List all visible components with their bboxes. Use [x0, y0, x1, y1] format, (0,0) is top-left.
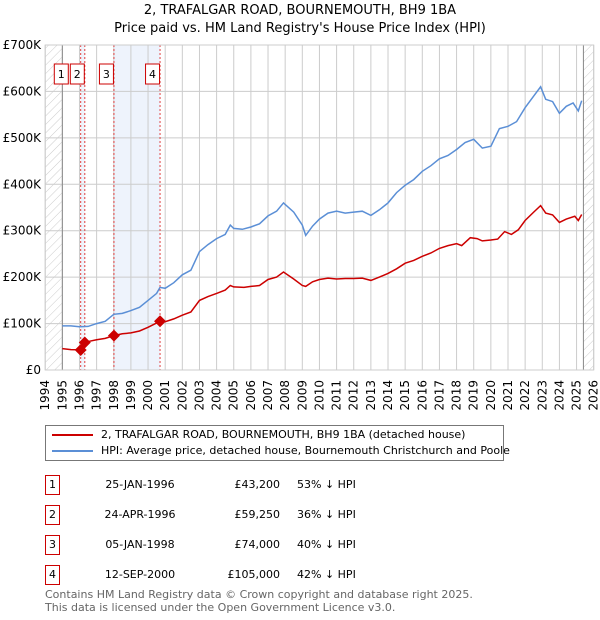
x-tick-label: 2026 — [587, 380, 600, 411]
x-tick-label: 2014 — [381, 380, 395, 411]
x-tick-label: 1995 — [55, 380, 69, 411]
y-tick-label: £200K — [3, 270, 43, 284]
sale-label-box — [145, 63, 161, 85]
x-tick-label: 1997 — [90, 380, 104, 411]
sale-point — [107, 329, 120, 342]
sale-label-text: 1 — [58, 68, 65, 81]
x-tick-label: 2007 — [261, 380, 275, 411]
x-tick-label: 2005 — [227, 380, 241, 411]
y-tick-label: £400K — [3, 177, 43, 191]
x-tick-label: 2003 — [192, 380, 206, 411]
hatched-range — [45, 45, 63, 370]
x-tick-label: 2008 — [278, 380, 292, 411]
x-tick-label: 2000 — [141, 380, 155, 411]
x-tick-label: 2021 — [501, 380, 515, 411]
legend-label-property: 2, TRAFALGAR ROAD, BOURNEMOUTH, BH9 1BA … — [101, 428, 466, 441]
x-tick-label: 1994 — [38, 380, 52, 411]
price-chart: £0 £100K £200K £300K £400K £500K £600K £700K 199… — [3, 38, 600, 411]
sale-hpi-diff: 40% ↓ HPI — [297, 538, 356, 551]
sale-hpi-diff: 36% ↓ HPI — [297, 508, 356, 521]
sale-number: 4 — [45, 565, 60, 585]
x-tick-label: 1998 — [107, 380, 121, 411]
sale-label-box — [69, 63, 85, 85]
x-tick-label: 1996 — [72, 380, 86, 411]
sale-date: 24-APR-1996 — [104, 508, 176, 521]
shaded-range — [113, 45, 161, 370]
x-tick-label: 2015 — [398, 380, 412, 411]
table-row: 4 12-SEP-2000 £105,000 42% ↓ HPI — [45, 565, 505, 585]
sale-date: 12-SEP-2000 — [104, 568, 176, 581]
x-tick-label: 2006 — [244, 380, 258, 411]
legend-label-hpi: HPI: Average price, detached house, Bour… — [101, 444, 510, 457]
y-tick-label: £600K — [3, 84, 43, 98]
sale-point — [154, 315, 167, 328]
sale-price: £59,250 — [234, 508, 281, 521]
x-tick-label: 2019 — [467, 380, 481, 411]
x-tick-label: 2010 — [312, 380, 326, 411]
x-tick-label: 2001 — [158, 380, 172, 411]
x-tick-label: 2016 — [415, 380, 429, 411]
sale-label-box — [98, 63, 114, 85]
x-tick-label: 2023 — [535, 380, 549, 411]
y-tick-label: £500K — [3, 131, 43, 145]
footer: Contains HM Land Registry data © Crown c… — [45, 588, 473, 614]
series-line — [62, 204, 583, 351]
x-tick-label: 2024 — [552, 380, 566, 411]
y-tick-label: £100K — [3, 317, 43, 331]
table-row: 2 24-APR-1996 £59,250 36% ↓ HPI — [45, 505, 505, 525]
x-tick-label: 2022 — [518, 380, 532, 411]
footer-line2: This data is licensed under the Open Gov… — [45, 601, 396, 614]
x-tick-label: 2017 — [432, 380, 446, 411]
x-tick-label: 2013 — [364, 380, 378, 411]
table-row: 1 25-JAN-1996 £43,200 53% ↓ HPI — [45, 475, 505, 495]
hatched-range — [583, 45, 594, 370]
x-tick-label: 2002 — [175, 380, 189, 411]
sale-number: 1 — [45, 475, 60, 495]
series-line — [62, 85, 583, 328]
sale-price: £43,200 — [234, 478, 281, 491]
sale-date: 05-JAN-1998 — [105, 538, 175, 551]
legend: 2, TRAFALGAR ROAD, BOURNEMOUTH, BH9 1BA … — [45, 425, 510, 461]
x-tick-label: 2018 — [450, 380, 464, 411]
sale-number: 2 — [45, 505, 60, 525]
x-tick-label: 2025 — [570, 380, 584, 411]
y-tick-label: £0 — [26, 363, 41, 377]
title-line1: 2, TRAFALGAR ROAD, BOURNEMOUTH, BH9 1BA — [143, 3, 457, 18]
sale-label-text: 4 — [149, 68, 156, 81]
sale-hpi-diff: 42% ↓ HPI — [297, 568, 356, 581]
legend-swatch-property — [52, 434, 93, 436]
sale-number: 3 — [45, 535, 60, 555]
title-line2: Price paid vs. HM Land Registry's House … — [114, 21, 486, 36]
x-tick-label: 1999 — [124, 380, 138, 411]
sale-date: 25-JAN-1996 — [105, 478, 175, 491]
y-tick-label: £300K — [3, 224, 43, 238]
plot-frame — [44, 44, 595, 371]
sale-point — [78, 336, 91, 349]
x-tick-label: 2011 — [330, 380, 344, 411]
footer-line1: Contains HM Land Registry data © Crown c… — [45, 588, 473, 601]
y-tick-label: £700K — [3, 38, 43, 52]
sale-price: £105,000 — [227, 568, 281, 581]
shaded-range — [80, 45, 85, 370]
sale-label-text: 3 — [103, 68, 110, 81]
x-tick-label: 2012 — [347, 380, 361, 411]
sale-price: £74,000 — [234, 538, 281, 551]
x-tick-label: 2009 — [295, 380, 309, 411]
table-row: 3 05-JAN-1998 £74,000 40% ↓ HPI — [45, 535, 505, 555]
x-tick-label: 2020 — [484, 380, 498, 411]
chart-title: 2, TRAFALGAR ROAD, BOURNEMOUTH, BH9 1BA … — [0, 2, 600, 38]
legend-swatch-hpi — [52, 450, 93, 452]
sale-label-text: 2 — [74, 68, 81, 81]
x-tick-label: 2004 — [210, 380, 224, 411]
sale-label-box — [53, 63, 69, 85]
sale-hpi-diff: 53% ↓ HPI — [297, 478, 356, 491]
